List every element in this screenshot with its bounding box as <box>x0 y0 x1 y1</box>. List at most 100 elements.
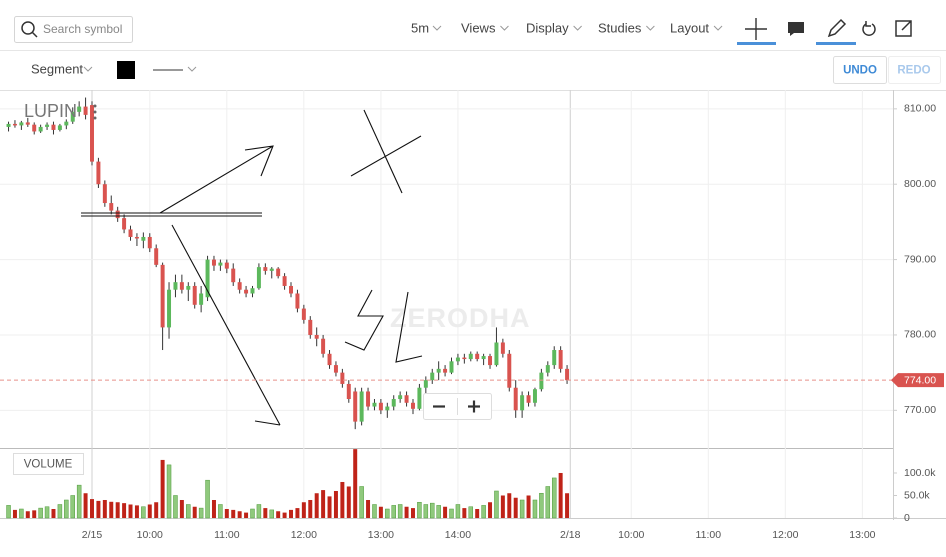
draw-icon[interactable] <box>827 18 847 38</box>
volume-bar <box>224 508 229 518</box>
candle-body <box>115 210 120 219</box>
volume-bar <box>38 507 43 519</box>
candle-body <box>25 122 30 125</box>
volume-bar <box>314 493 319 518</box>
volume-bar <box>109 501 114 518</box>
volume-bar <box>282 512 287 518</box>
candle-body <box>436 368 441 373</box>
volume-bar <box>404 506 409 518</box>
undo-button[interactable] <box>833 56 887 84</box>
volume-bar <box>308 499 313 518</box>
toolbar-menu[interactable]: Studies <box>598 20 642 35</box>
volume-bar <box>372 504 377 519</box>
volume-bar <box>391 505 396 519</box>
x-tick-label: 14:00 <box>445 529 471 541</box>
volume-bar <box>51 508 56 518</box>
volume-bar <box>192 506 197 518</box>
volume-bar <box>346 486 351 518</box>
volume-bar <box>353 449 358 518</box>
candle-body <box>167 289 172 328</box>
candle-body <box>173 282 178 290</box>
candle-body <box>462 357 467 360</box>
volume-bar <box>359 486 364 519</box>
toolbar-menu[interactable]: Display <box>526 20 569 35</box>
candle-body <box>32 124 37 132</box>
candle-body <box>96 161 101 185</box>
x-tick-label: 13:00 <box>368 529 394 541</box>
last-price-tag <box>891 373 944 388</box>
watermark: ZERODHA <box>390 303 531 333</box>
volume-bar <box>57 504 63 519</box>
volume-bar <box>205 479 210 519</box>
volume-bar <box>276 511 281 518</box>
toolbar-menu[interactable]: Layout <box>670 20 709 35</box>
toolbar-menu[interactable]: Views <box>461 20 496 35</box>
volume-bar <box>462 508 467 518</box>
volume-bar <box>333 490 338 518</box>
candle-body <box>481 356 486 360</box>
candle-body <box>372 402 377 407</box>
redo-button[interactable] <box>888 56 941 84</box>
volume-panel <box>6 449 570 519</box>
candle-body <box>475 353 480 360</box>
candle-body <box>102 184 107 204</box>
volume-bar <box>321 490 326 518</box>
volume-bar <box>173 495 178 519</box>
volume-bar <box>147 504 152 518</box>
x-tick-label: 12:00 <box>291 529 317 541</box>
reset-icon[interactable] <box>862 23 876 36</box>
candle-body <box>199 293 204 305</box>
volume-bar <box>32 510 37 518</box>
volume-bar <box>263 508 268 518</box>
candle-body <box>51 124 56 130</box>
volume-bar <box>19 508 24 519</box>
candle-body <box>179 282 184 290</box>
search-box[interactable] <box>14 16 133 43</box>
volume-bar <box>443 506 448 518</box>
interval-menu[interactable]: 5m <box>411 20 429 35</box>
candle-body <box>231 268 236 283</box>
volume-bar <box>539 492 544 519</box>
volume-tick-label: 100.0k <box>904 467 936 479</box>
color-swatch[interactable] <box>117 61 135 79</box>
candle-body <box>366 391 371 407</box>
candle-body <box>160 264 165 328</box>
volume-bar <box>244 512 249 518</box>
y-tick-label: 780.00 <box>904 329 936 341</box>
volume-bar <box>237 511 242 518</box>
volume-bar <box>6 505 11 519</box>
volume-bar <box>269 509 274 519</box>
comment-icon[interactable] <box>788 22 804 36</box>
volume-bar <box>134 505 139 518</box>
chevron <box>432 25 442 31</box>
volume-bar <box>481 505 486 519</box>
toolbar-bg <box>0 0 946 90</box>
candle-body <box>507 353 512 388</box>
search-icon <box>21 21 35 35</box>
volume-bar <box>507 493 512 518</box>
candle-body <box>218 262 223 266</box>
drawings[interactable] <box>81 109 423 426</box>
volume-bar <box>231 509 236 518</box>
candle-body <box>455 357 460 362</box>
menu-dots[interactable] <box>93 104 97 120</box>
popout-icon[interactable] <box>895 20 912 37</box>
volume-tick-label: 50.0k <box>904 489 930 501</box>
volume-bar <box>122 503 127 518</box>
symbol-label: LUPIN <box>24 101 77 121</box>
volume-bar <box>423 504 429 519</box>
candle-body <box>186 285 191 290</box>
price-layer: 774.00 <box>0 373 944 388</box>
volume-bar <box>468 506 474 519</box>
candle-body <box>70 111 75 122</box>
candle-body <box>256 267 261 289</box>
volume-bar <box>289 509 294 518</box>
volume-bar <box>218 504 223 519</box>
volume-bar <box>154 502 159 518</box>
volume-bar <box>500 495 505 518</box>
segment-menu[interactable]: Segment <box>31 61 83 76</box>
x-tick-label: 13:00 <box>849 529 875 541</box>
candle-body <box>282 276 287 286</box>
volume-bar <box>430 502 435 519</box>
